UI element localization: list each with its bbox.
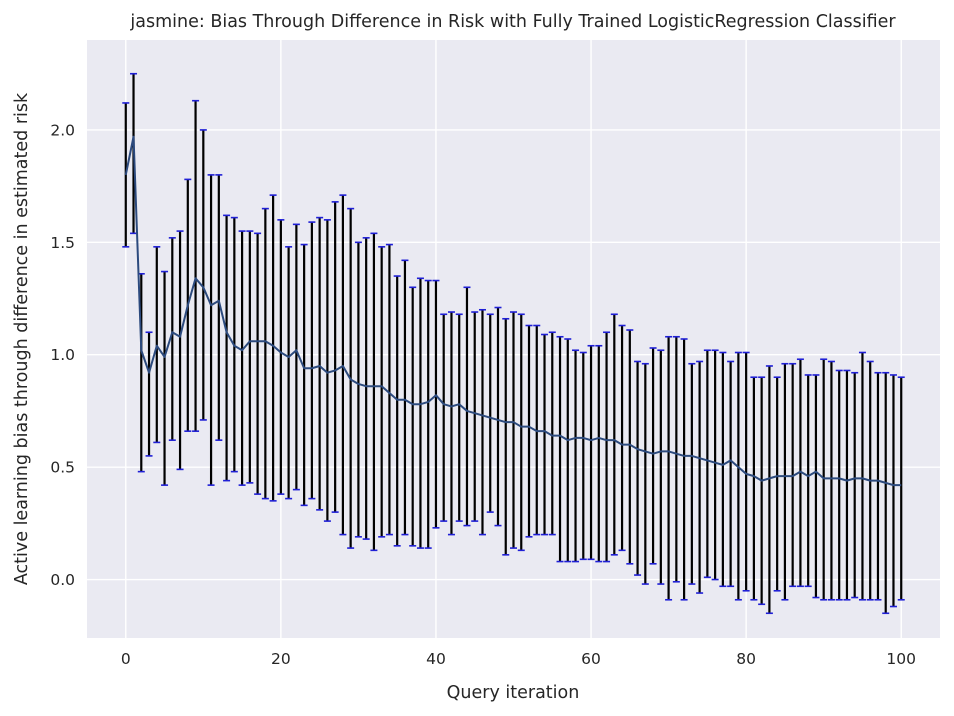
y-tick-label: 0.5: [50, 459, 75, 477]
x-tick-label: 80: [736, 650, 756, 668]
x-tick-label: 20: [271, 650, 291, 668]
x-tick-label: 100: [886, 650, 916, 668]
x-axis-label: Query iteration: [447, 683, 580, 703]
x-tick-label: 60: [581, 650, 601, 668]
y-axis-label: Active learning bias through difference …: [12, 92, 32, 585]
y-tick-label: 1.5: [50, 234, 75, 252]
error-bars: [124, 73, 903, 614]
chart-title: jasmine: Bias Through Difference in Risk…: [129, 12, 896, 32]
x-tick-label: 40: [426, 650, 446, 668]
y-tick-label: 2.0: [50, 121, 75, 139]
x-tick-labels: 0 20 40 60 80 100: [121, 650, 916, 668]
y-tick-label: 0.0: [50, 571, 75, 589]
series-line-group: [124, 135, 902, 487]
y-tick-label: 1.0: [50, 346, 75, 364]
y-tick-labels: 0.0 0.5 1.0 1.5 2.0: [50, 121, 75, 589]
series-line: [124, 135, 902, 487]
x-tick-label: 0: [121, 650, 131, 668]
